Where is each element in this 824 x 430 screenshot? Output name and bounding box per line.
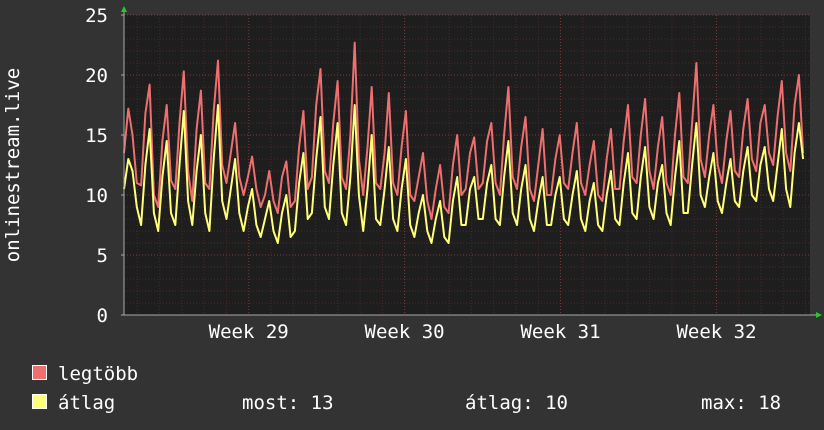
x-tick-label: Week 30 (365, 321, 445, 343)
y-tick-label: 5 (97, 245, 108, 267)
legend-label-max: legtöbb (58, 363, 139, 385)
x-tick-label: Week 31 (520, 321, 600, 343)
stat-max: max: 18 (701, 392, 782, 414)
x-tick-label: Week 32 (676, 321, 756, 343)
chart: 0 5 10 15 20 25 Week 29 Week 30 Week 31 Week 32 o… (2, 5, 822, 343)
y-tick-label: 0 (97, 305, 108, 327)
y-tick-label: 25 (85, 5, 108, 27)
y-tick-label: 10 (85, 185, 108, 207)
axes (121, 6, 822, 318)
y-tick-label: 15 (85, 125, 108, 147)
x-axis-arrow-icon (816, 312, 822, 318)
x-tick-label: Week 29 (209, 321, 289, 343)
legend-label-avg: átlag (58, 392, 116, 414)
legend-row-max: legtöbb (32, 363, 138, 385)
series-line-avg (123, 104, 805, 244)
y-tick-label: 20 (85, 65, 108, 87)
y-axis-arrow-icon (121, 6, 127, 12)
series-line-max (123, 41, 805, 220)
legend-swatch-max (32, 365, 47, 380)
legend-row-avg: átlag most: 13 átlag: 10 max: 18 (32, 392, 812, 414)
tick-labels: 0 5 10 15 20 25 Week 29 Week 30 Week 31 Week 32 (85, 5, 756, 343)
legend-swatch-avg (32, 394, 47, 409)
y-axis-label: onlinestream.live (2, 68, 24, 262)
stat-avg: átlag: 10 (465, 392, 568, 414)
stat-now: most: 13 (242, 392, 334, 414)
series-layer (123, 41, 805, 244)
